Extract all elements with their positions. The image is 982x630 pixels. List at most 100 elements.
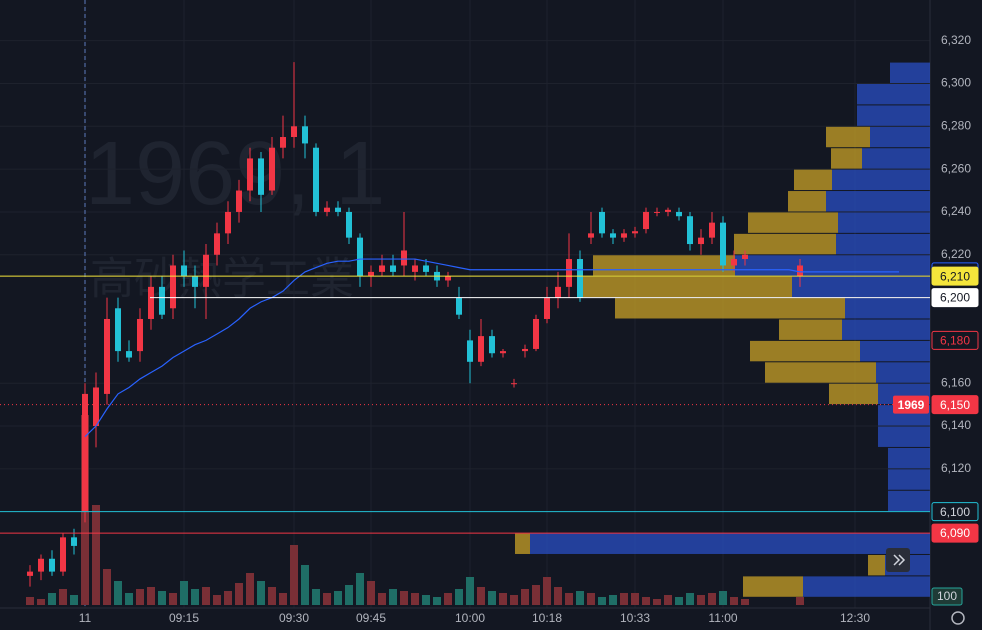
profile-up <box>578 276 792 298</box>
volume-bar <box>213 595 221 605</box>
candle-body <box>467 340 473 362</box>
candle-body <box>302 126 308 144</box>
profile-down <box>876 362 930 383</box>
scroll-icon <box>893 554 906 566</box>
candle-body <box>181 265 187 277</box>
candle-body <box>203 254 209 287</box>
candle-body <box>533 318 539 349</box>
x-tick-label: 10:18 <box>532 611 562 625</box>
candle-body <box>324 207 330 212</box>
candle-body <box>423 265 429 272</box>
profile-down <box>838 212 930 233</box>
candle-body <box>49 558 55 572</box>
candle-body <box>643 211 649 230</box>
volume-bar <box>796 597 804 605</box>
profile-down <box>842 319 930 340</box>
candle-body <box>269 147 275 191</box>
volume-bar <box>147 587 155 605</box>
price-label-box <box>931 288 979 308</box>
candle-body <box>313 147 319 212</box>
x-tick-label: 12:30 <box>840 611 870 625</box>
y-tick-label: 6,280 <box>941 118 971 132</box>
candle-body <box>390 265 396 272</box>
volume-bar <box>224 591 232 605</box>
candle-body <box>412 265 418 272</box>
volume-bar <box>697 595 705 605</box>
candle-body <box>456 297 462 315</box>
profile-down <box>888 490 930 512</box>
candle-body <box>698 237 704 245</box>
candle-body <box>720 222 726 266</box>
profile-up <box>779 319 842 340</box>
price-label: 6,200 <box>940 291 970 305</box>
volume-bar <box>433 597 441 605</box>
profile-up <box>593 255 735 276</box>
y-tick-label: 6,140 <box>941 418 971 432</box>
profile-up <box>831 148 862 169</box>
price-label: 6,210 <box>940 269 970 283</box>
volume-bar <box>290 545 298 605</box>
volume-bar <box>554 587 562 605</box>
volume-bar <box>587 593 595 605</box>
y-tick-label: 6,260 <box>941 161 971 175</box>
volume-bar <box>444 593 452 605</box>
volume-bar <box>158 591 166 605</box>
volume-bar <box>37 599 45 605</box>
candle-body <box>280 137 286 148</box>
y-tick-label: 6,320 <box>941 33 971 47</box>
x-tick-label: 09:30 <box>279 611 309 625</box>
volume-bar <box>103 569 111 605</box>
candle-body <box>247 158 253 191</box>
candle-body <box>225 211 231 234</box>
volume-bar <box>59 589 67 605</box>
profile-up <box>826 126 870 148</box>
profile-down <box>890 62 930 83</box>
volume-bar <box>411 593 419 605</box>
profile-up <box>788 191 826 212</box>
candle-body <box>654 211 660 213</box>
y-tick-label: 6,220 <box>941 247 971 261</box>
volume-bar <box>257 581 265 605</box>
candle-body <box>236 190 242 212</box>
profile-down <box>530 533 930 554</box>
candle-body <box>93 387 99 427</box>
candle-body <box>445 276 451 281</box>
profile-up <box>748 212 838 233</box>
volume-bar <box>664 595 672 605</box>
volume-bar <box>741 599 749 605</box>
volume-bar <box>312 589 320 605</box>
volume-bar <box>565 593 573 605</box>
candle-body <box>291 126 297 138</box>
settings-button[interactable] <box>951 611 965 625</box>
volume-bar <box>686 593 694 605</box>
profile-down <box>803 576 930 597</box>
x-tick-label: 09:15 <box>169 611 199 625</box>
candle-body <box>335 207 341 212</box>
volume-bar <box>323 593 331 605</box>
profile-down <box>857 83 930 105</box>
candle-body <box>82 393 88 512</box>
symbol-label-box <box>893 395 929 414</box>
profile-up <box>765 362 876 383</box>
profile-down <box>857 105 930 126</box>
volume-bar <box>389 589 397 605</box>
candle-body <box>478 336 484 362</box>
candle-body <box>60 537 66 572</box>
volume-label-box <box>931 587 963 606</box>
candle-body <box>170 265 176 309</box>
candle-body <box>676 211 682 217</box>
candle-body <box>742 254 748 260</box>
price-label-box <box>931 266 979 286</box>
profile-down <box>888 447 930 469</box>
volume-bar <box>279 593 287 605</box>
profile-up <box>515 533 530 554</box>
volume-bar <box>356 573 364 605</box>
candle-body <box>38 558 44 572</box>
volume-bar <box>70 595 78 605</box>
profile-up <box>743 576 803 597</box>
x-tick-label: 10:00 <box>455 611 485 625</box>
volume-bar <box>48 593 56 605</box>
volume-bar <box>268 587 276 605</box>
candle-body <box>566 259 572 287</box>
